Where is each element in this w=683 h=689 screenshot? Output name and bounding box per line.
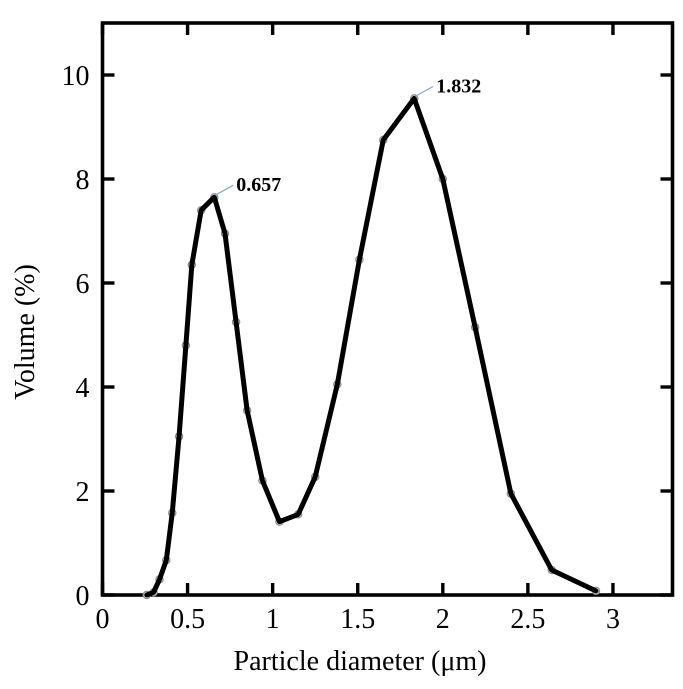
y-tick-label: 8 (76, 165, 90, 196)
x-tick-label: 3 (606, 604, 620, 635)
x-tick-label: 1.5 (340, 604, 375, 635)
peak-value-label: 1.832 (436, 75, 481, 97)
peak-value-label: 0.657 (236, 174, 281, 196)
y-tick-label: 10 (62, 61, 90, 92)
axes-frame (100, 21, 675, 597)
distribution-curve (144, 95, 599, 598)
x-tick-label: 0 (96, 604, 110, 635)
y-tick-label: 2 (76, 477, 90, 508)
axis-ticks (100, 23, 673, 597)
y-tick-label: 0 (76, 581, 90, 612)
y-tick-label: 6 (76, 269, 90, 300)
x-tick-label: 2.5 (510, 604, 545, 635)
annotation-leader-line (414, 85, 434, 97)
annotation-leader-line (214, 184, 234, 196)
y-tick-label: 4 (76, 373, 90, 404)
y-axis-title: Volume (%) (10, 264, 41, 400)
x-axis-title: Particle diameter (μm) (234, 646, 487, 677)
x-tick-label: 2 (436, 604, 450, 635)
plot-border (100, 21, 675, 597)
data-series (142, 94, 601, 600)
x-tick-label: 0.5 (170, 604, 205, 635)
axis-tick-labels: 0 0.5 1 1.5 2 2.5 3 0 2 4 6 8 10 (62, 61, 620, 635)
peak-annotations: 0.657 1.832 (214, 75, 481, 196)
x-tick-label: 1 (266, 604, 280, 635)
